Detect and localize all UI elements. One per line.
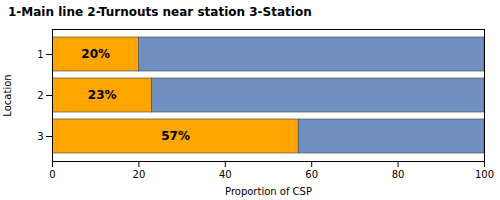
svg-text:60: 60 [305, 169, 318, 180]
svg-text:23%: 23% [88, 88, 117, 102]
svg-text:100: 100 [475, 169, 494, 180]
svg-text:2: 2 [37, 90, 43, 101]
svg-text:0: 0 [49, 169, 55, 180]
html-text:1-Main line 2-Turnouts near st: 1-Main line 2-Turnouts near station 3-St… [8, 5, 312, 19]
svg-text:40: 40 [219, 169, 232, 180]
svg-text:3: 3 [37, 131, 43, 142]
svg-text:80: 80 [392, 169, 405, 180]
svg-text:1: 1 [37, 49, 43, 60]
svg-text:20%: 20% [81, 47, 110, 61]
svg-text:Location: Location [2, 74, 13, 116]
svg-text:Proportion of CSP: Proportion of CSP [225, 186, 312, 197]
svg-text:20: 20 [133, 169, 146, 180]
svg-text:57%: 57% [161, 129, 190, 143]
